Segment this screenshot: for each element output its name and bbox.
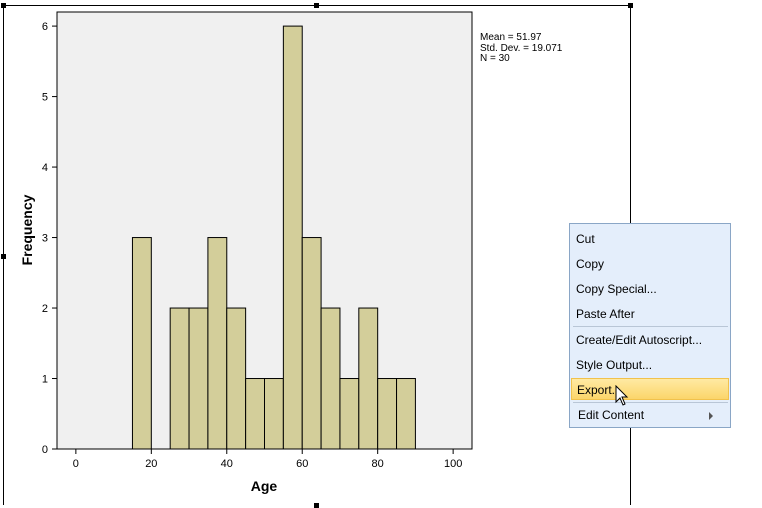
menu-separator bbox=[573, 402, 728, 403]
y-tick-label: 4 bbox=[42, 162, 48, 174]
x-axis-ticks: 0 20 40 60 80 100 bbox=[73, 449, 462, 470]
menu-item-copy[interactable]: Copy bbox=[571, 253, 729, 275]
histogram-bar bbox=[131, 237, 152, 450]
histogram-bar bbox=[207, 237, 228, 450]
x-tick-label: 20 bbox=[145, 458, 157, 470]
y-axis-ticks: 0 1 2 3 4 5 6 bbox=[42, 21, 57, 456]
x-tick-label: 40 bbox=[221, 458, 233, 470]
menu-item-label: Export... bbox=[577, 383, 622, 397]
histogram-bar bbox=[301, 237, 322, 450]
menu-item-copy-special[interactable]: Copy Special... bbox=[571, 278, 729, 300]
resize-handle[interactable] bbox=[1, 254, 6, 259]
y-tick-label: 6 bbox=[42, 21, 48, 33]
plot-area bbox=[56, 11, 473, 450]
menu-separator bbox=[573, 326, 728, 327]
menu-item-label: Cut bbox=[576, 232, 595, 246]
bars bbox=[131, 25, 416, 450]
stat-std-dev: Std. Dev. = 19.071 bbox=[480, 42, 563, 54]
x-axis-title: Age bbox=[251, 478, 278, 494]
menu-item-label: Edit Content bbox=[578, 408, 645, 422]
y-tick-label: 5 bbox=[42, 92, 48, 104]
resize-handle[interactable] bbox=[314, 3, 319, 8]
stat-n: N = 30 bbox=[480, 53, 510, 64]
y-tick-label: 2 bbox=[42, 303, 48, 315]
histogram-bar bbox=[226, 307, 247, 450]
context-menu: Cut Copy Copy Special... Paste After Cre… bbox=[569, 223, 731, 428]
resize-handle[interactable] bbox=[628, 3, 633, 8]
menu-item-edit-content[interactable]: Edit Content bbox=[571, 404, 729, 426]
mouse-pointer-icon bbox=[615, 385, 629, 406]
histogram-bar bbox=[396, 378, 416, 450]
histogram-bar bbox=[188, 307, 209, 450]
menu-item-label: Paste After bbox=[576, 307, 635, 321]
menu-item-cut[interactable]: Cut bbox=[571, 228, 729, 250]
histogram-bar bbox=[377, 378, 398, 450]
menu-item-export[interactable]: Export... bbox=[571, 378, 729, 400]
histogram-bar bbox=[282, 25, 303, 450]
menu-item-label: Style Output... bbox=[576, 358, 653, 372]
x-tick-label: 60 bbox=[296, 458, 308, 470]
menu-item-style-output[interactable]: Style Output... bbox=[571, 354, 729, 376]
menu-item-paste-after[interactable]: Paste After bbox=[571, 303, 729, 325]
stat-mean: Mean = 51.97 bbox=[480, 32, 542, 43]
statistics-legend: Mean = 51.97 Std. Dev. = 19.071 N = 30 bbox=[480, 32, 563, 65]
y-tick-label: 3 bbox=[42, 233, 48, 245]
x-tick-label: 0 bbox=[73, 458, 79, 470]
histogram-bar bbox=[264, 378, 284, 450]
y-axis-title: Frequency bbox=[19, 194, 35, 265]
menu-item-label: Copy bbox=[576, 257, 605, 271]
y-tick-label: 1 bbox=[42, 374, 48, 386]
histogram-bar bbox=[245, 378, 266, 450]
resize-handle[interactable] bbox=[314, 503, 319, 508]
histogram-bar bbox=[358, 307, 379, 450]
resize-handle[interactable] bbox=[1, 3, 6, 8]
x-tick-label: 100 bbox=[444, 458, 462, 470]
menu-item-label: Copy Special... bbox=[576, 282, 657, 296]
histogram-bar bbox=[339, 378, 360, 450]
menu-item-create-edit-autoscript[interactable]: Create/Edit Autoscript... bbox=[571, 329, 729, 351]
histogram-bar bbox=[169, 307, 190, 450]
x-tick-label: 80 bbox=[372, 458, 384, 470]
menu-item-label: Create/Edit Autoscript... bbox=[576, 333, 703, 347]
y-tick-label: 0 bbox=[42, 444, 48, 456]
submenu-arrow-icon bbox=[709, 412, 713, 420]
histogram-bar bbox=[320, 307, 341, 450]
